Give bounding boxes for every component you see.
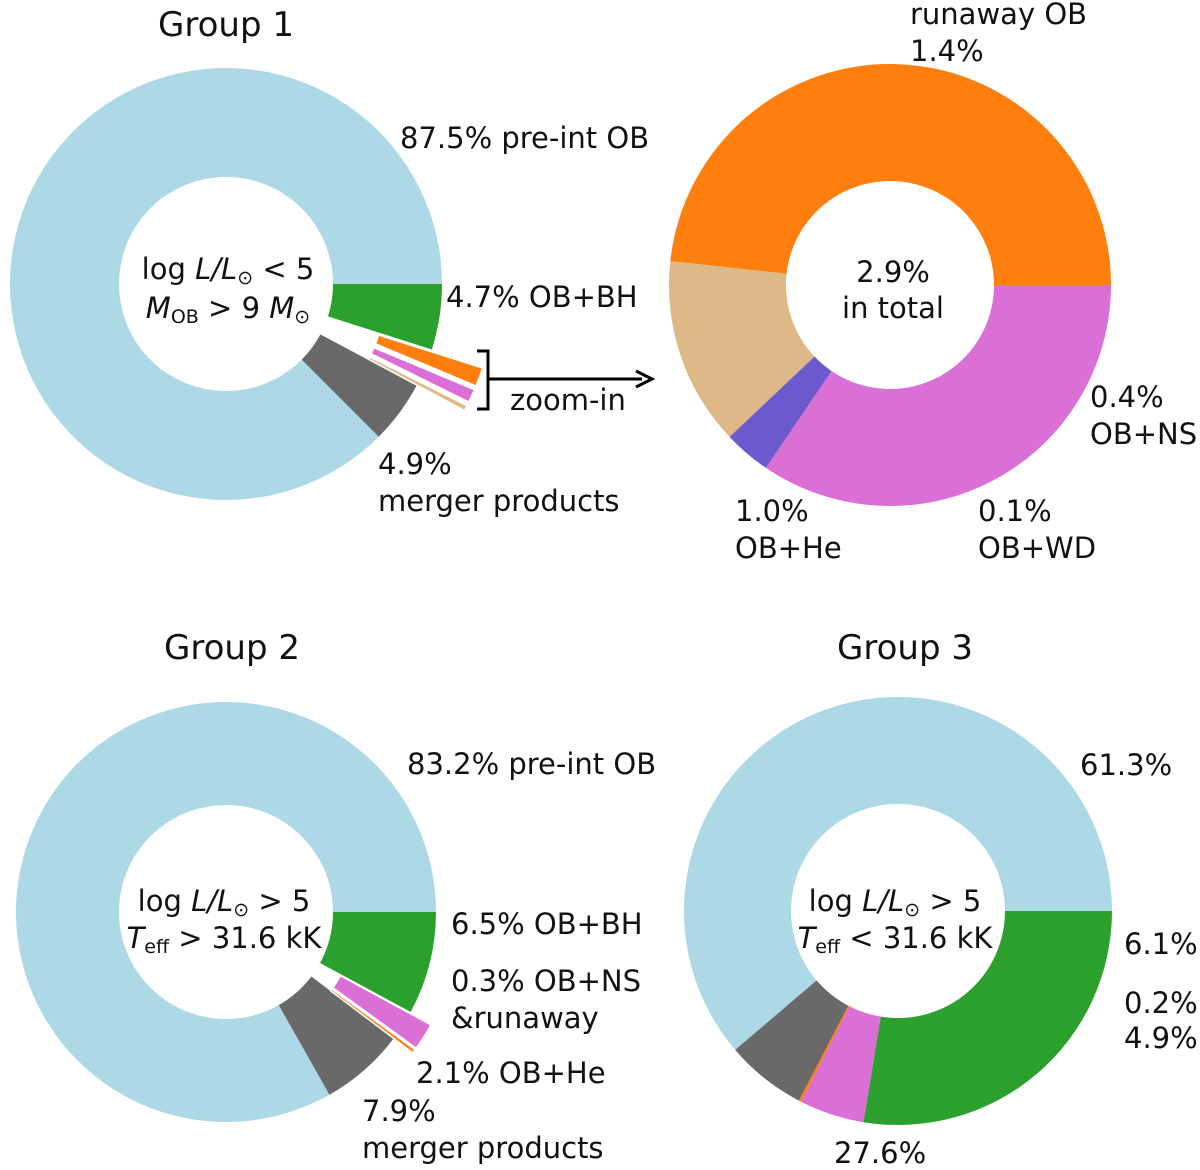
label-merger-products-line2: merger products	[378, 484, 620, 518]
center-text-line2: MOB > 9 M⊙	[146, 291, 310, 328]
center-text-line1: 2.9%	[856, 255, 930, 289]
label-ob-ns-runaway: 0.2%	[1124, 986, 1198, 1020]
slice-pre-int-ob	[10, 68, 443, 501]
slice-pre-int-ob	[683, 697, 1112, 1050]
slice-pre-int-ob	[15, 702, 437, 1123]
center-text-line2: Teff > 31.6 kK	[127, 921, 323, 958]
label-ob-ns: 0.4%	[1090, 380, 1164, 414]
slice-runaway-ob	[374, 334, 484, 387]
label-runaway-ob: runaway OB	[910, 0, 1087, 31]
label-ob-ns-runaway-line2: &runaway	[451, 1001, 599, 1035]
slice-ob-he	[370, 346, 476, 404]
label-ob-wd-line2: OB+WD	[978, 531, 1096, 565]
group2-donut: 83.2% pre-int OB 6.5% OB+BH 0.3% OB+NS&run…	[15, 628, 656, 1165]
group3-donut: 61.3% 6.1% 0.2%4.9% 27.6% Group 3 log L/L⊙ > …	[683, 628, 1198, 1170]
label-ob-he-line2: OB+He	[735, 531, 842, 565]
label-ob-he: 2.1% OB+He	[416, 1056, 606, 1090]
zoom-arrow-head	[635, 369, 656, 389]
label-merger-products-line2: merger products	[362, 1131, 604, 1165]
slice-ob-wd	[368, 354, 470, 406]
slice-ob-wd	[729, 356, 832, 468]
label-merger-products: 4.9%	[378, 447, 452, 481]
center-text-line2: Teff < 31.6 kK	[798, 921, 994, 958]
slice-ob-ns	[669, 261, 815, 437]
center-text-line2: in total	[842, 291, 944, 325]
label-pre-int-ob: 83.2% pre-int OB	[407, 747, 656, 781]
slice-ob-bh	[301, 334, 417, 437]
chart-title: Group 2	[164, 628, 300, 668]
slice-ob-ns-runaway	[329, 988, 417, 1054]
label-ob-bh: 4.7% OB+BH	[446, 280, 638, 314]
group1-donut: 87.5% pre-int OB 4.7% OB+BH 4.9%merger pro…	[10, 5, 649, 518]
zoom-in-connector: zoom-in	[477, 349, 656, 417]
slice-ob-ns	[367, 355, 469, 412]
zoom-in-label: zoom-in	[510, 383, 626, 417]
center-text-line1: log L/L⊙ < 5	[142, 252, 315, 289]
chart-title: Group 3	[837, 628, 973, 668]
label-merger-products: 27.6%	[834, 1136, 926, 1170]
slice-ob-bh	[735, 980, 849, 1101]
slice-ob-he	[801, 1006, 881, 1123]
slice-runaway-ob	[670, 63, 1111, 285]
label-ob-he: 1.0%	[735, 494, 809, 528]
label-ob-wd: 0.1%	[978, 494, 1052, 528]
slice-ob-he	[331, 974, 432, 1050]
label-ob-bh: 6.1%	[1124, 927, 1198, 961]
slice-merger-products	[327, 284, 442, 350]
label-pre-int-ob: 61.3%	[1080, 748, 1172, 782]
label-pre-int-ob: 87.5% pre-int OB	[400, 121, 649, 155]
label-merger-products: 7.9%	[362, 1094, 436, 1128]
label-ob-ns-runaway: 0.3% OB+NS	[451, 964, 641, 998]
label-runaway-ob-line2: 1.4%	[910, 34, 984, 68]
zoom-in-donut: runaway OB1.4% 0.4%OB+NS 0.1%OB+WD 1.0%OB+H…	[669, 0, 1197, 565]
center-text-line1: log L/L⊙ > 5	[809, 884, 982, 921]
slice-ob-bh	[278, 976, 394, 1095]
label-ob-ns-line2: OB+NS	[1090, 417, 1197, 451]
label-ob-he: 4.9%	[1124, 1021, 1198, 1055]
label-ob-bh: 6.5% OB+BH	[451, 907, 643, 941]
chart-title: Group 1	[158, 5, 294, 45]
slice-merger-products	[863, 911, 1112, 1125]
center-text-line1: log L/L⊙ > 5	[138, 884, 311, 921]
slice-ob-he	[765, 285, 1111, 507]
slice-ob-ns-runaway	[798, 1005, 850, 1102]
slice-merger-products	[320, 912, 436, 1013]
